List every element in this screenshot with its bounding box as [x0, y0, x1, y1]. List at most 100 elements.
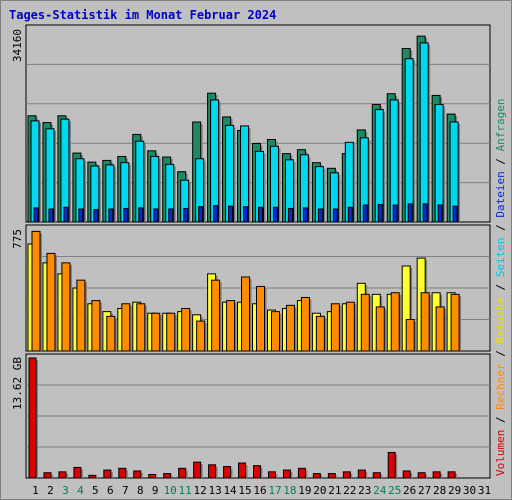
x-tick-label: 22 [343, 484, 356, 497]
bar-rechner [405, 319, 415, 352]
x-tick-label: 18 [283, 484, 296, 497]
bar-dateien [210, 99, 220, 223]
bar-seiten [272, 206, 278, 223]
bar-rechner [330, 303, 340, 352]
bar-seiten [302, 207, 308, 223]
bar-volumen [267, 471, 276, 479]
bar-rechner [420, 292, 430, 352]
bar-dateien [419, 42, 429, 223]
bar-volumen [238, 462, 247, 479]
x-tick-label: 12 [194, 484, 207, 497]
x-tick-label: 6 [107, 484, 114, 497]
bar-volumen [223, 466, 232, 479]
bar-rechner [315, 315, 325, 352]
bar-rechner [226, 300, 236, 352]
legend-rechner: Rechner [494, 363, 507, 410]
bar-rechner [360, 293, 370, 352]
x-tick-label: 19 [298, 484, 311, 497]
bar-volumen [342, 471, 351, 479]
bar-seiten [452, 205, 458, 223]
bar-seiten [93, 209, 99, 223]
bar-rechner [256, 285, 266, 352]
legend-anfragen: Anfragen [494, 98, 507, 151]
bar-rechner [121, 303, 131, 352]
requests-ymax-label: 34160 [11, 29, 24, 62]
bar-seiten [138, 207, 144, 223]
bar-rechner [375, 306, 385, 352]
x-tick-label: 30 [463, 484, 476, 497]
bar-volumen [357, 469, 366, 479]
bar-rechner [31, 230, 41, 352]
bar-volumen [312, 473, 321, 479]
x-tick-label: 2 [47, 484, 54, 497]
bar-volumen [58, 471, 67, 479]
bar-volumen [432, 471, 441, 479]
x-tick-label: 13 [208, 484, 221, 497]
bar-volumen [297, 467, 306, 479]
x-tick-label: 29 [448, 484, 461, 497]
bar-seiten [48, 208, 54, 223]
x-tick-label: 16 [253, 484, 266, 497]
bar-volumen [208, 464, 217, 479]
bar-seiten [78, 208, 84, 223]
x-tick-label: 17 [268, 484, 281, 497]
bar-seiten [287, 207, 293, 223]
x-tick-label: 15 [238, 484, 251, 497]
x-tick-label: 11 [179, 484, 192, 497]
bar-seiten [168, 208, 174, 223]
bar-rechner [345, 301, 355, 352]
bar-volumen [193, 461, 202, 479]
bar-rechner [181, 307, 191, 352]
x-tick-label: 28 [433, 484, 446, 497]
bar-rechner [450, 293, 460, 352]
bar-seiten [153, 208, 159, 223]
bar-seiten [437, 204, 443, 223]
x-tick-label: 4 [77, 484, 84, 497]
bar-rechner [241, 276, 251, 352]
bar-seiten [407, 203, 413, 223]
bar-rechner [91, 300, 101, 352]
bar-dateien [60, 118, 70, 223]
bar-rechner [435, 306, 445, 352]
bar-rechner [211, 279, 221, 352]
bar-seiten [228, 205, 234, 223]
bar-rechner [61, 262, 71, 352]
legend-besuche: Besuche [494, 297, 507, 343]
bar-dateien [30, 120, 40, 223]
x-tick-label: 5 [92, 484, 99, 497]
volume-ymax-label: 13.62 GB [11, 357, 24, 410]
bar-volumen [148, 473, 157, 479]
bar-dateien [45, 128, 55, 223]
x-tick-label: 26 [403, 484, 416, 497]
x-tick-label: 25 [388, 484, 401, 497]
bar-seiten [108, 208, 114, 223]
bar-volumen [372, 472, 381, 479]
bar-seiten [347, 206, 353, 223]
bar-seiten [392, 204, 398, 223]
bar-seiten [317, 208, 323, 223]
bar-seiten [123, 207, 129, 223]
x-tick-label: 8 [137, 484, 144, 497]
bar-volumen [178, 467, 187, 479]
bar-volumen [282, 469, 291, 479]
bar-seiten [422, 203, 428, 223]
bar-volumen [28, 357, 37, 479]
bar-rechner [300, 296, 310, 352]
bar-volumen [88, 474, 97, 479]
bar-volumen [327, 473, 336, 479]
bar-seiten [33, 207, 39, 223]
bar-seiten [198, 206, 204, 223]
bar-rechner [76, 279, 86, 352]
bar-volumen [163, 473, 172, 479]
x-tick-label: 14 [223, 484, 237, 497]
bar-dateien [434, 103, 444, 223]
x-tick-label: 20 [313, 484, 326, 497]
x-tick-label: 3 [62, 484, 69, 497]
bar-rechner [151, 312, 161, 352]
bar-volumen [417, 472, 426, 479]
bar-rechner [106, 315, 116, 352]
legend-volumen: Volumen [494, 430, 507, 476]
x-tick-label: 21 [328, 484, 341, 497]
chart-title: Tages-Statistik im Monat Februar 2024 [9, 8, 277, 22]
visits-ymax-label: 775 [11, 229, 24, 249]
